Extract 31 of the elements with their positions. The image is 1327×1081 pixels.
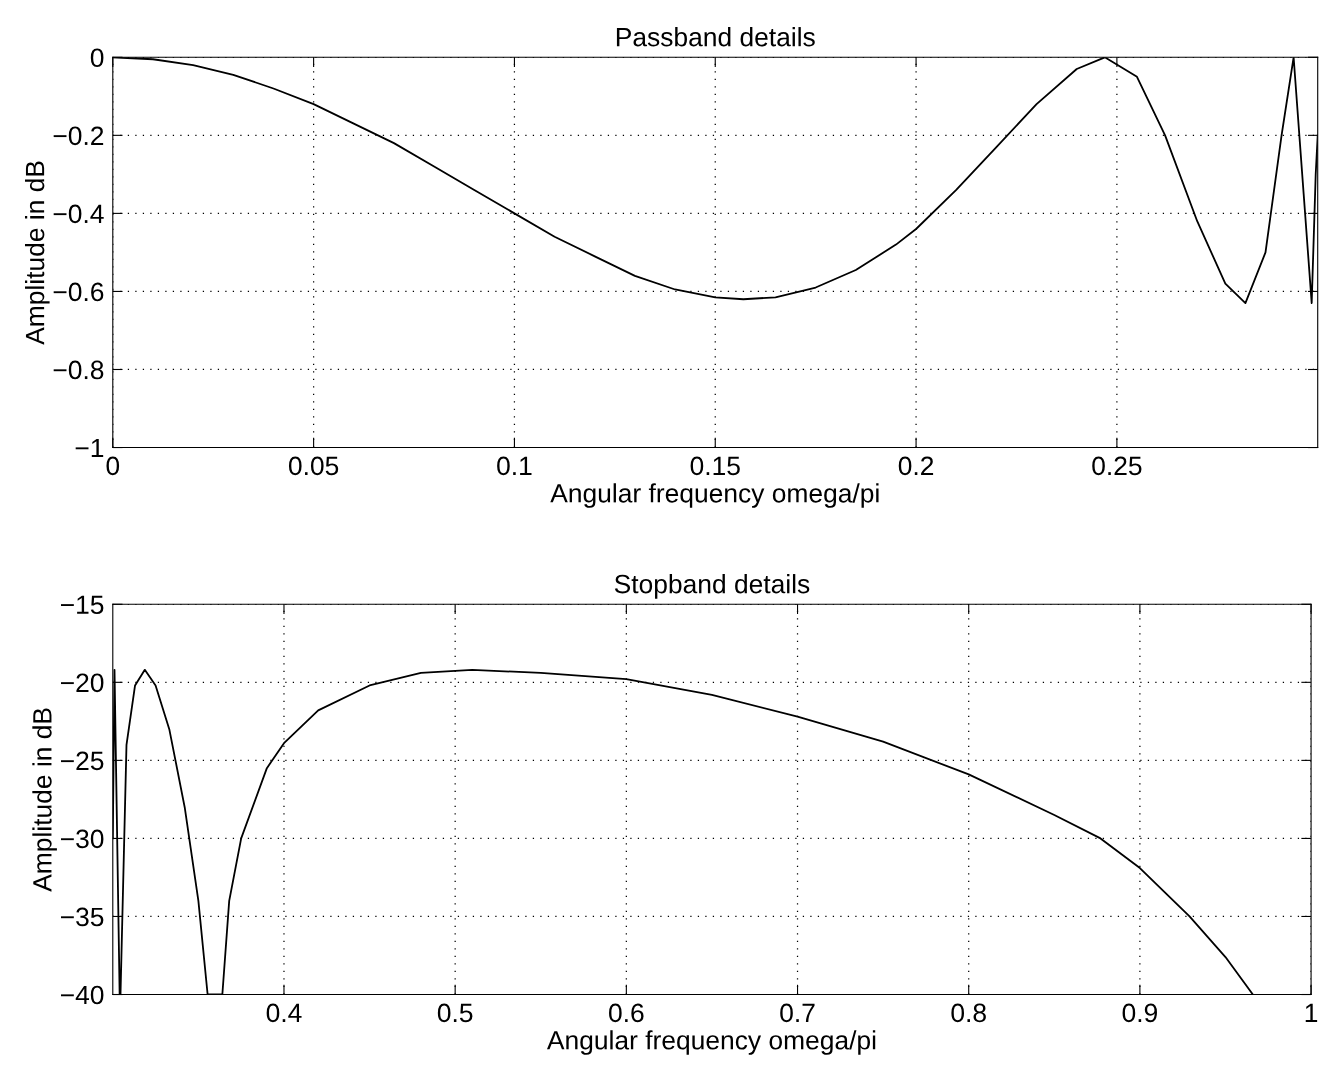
y-tick-label: −15: [61, 595, 104, 615]
chart-title: Stopband details: [614, 574, 810, 599]
y-tick-label: −0.6: [53, 282, 104, 302]
y-tick-label: −25: [61, 751, 104, 771]
x-tick-label: 0.5: [437, 1003, 473, 1023]
y-tick-label: −0.2: [53, 126, 104, 146]
y-axis-title: Amplitude in dB: [24, 161, 50, 345]
x-tick-label: 0.7: [780, 1003, 815, 1023]
x-tick-label: 1: [1305, 1003, 1318, 1022]
chart-title: Passband details: [616, 27, 815, 47]
x-axis-title: Angular frequency omega/pi: [550, 483, 879, 508]
x-tick-label: 0.4: [266, 1003, 302, 1023]
x-tick-label: 0.9: [1122, 1003, 1157, 1023]
y-tick-label: −20: [61, 673, 104, 693]
x-tick-label: 0.05: [288, 456, 339, 476]
y-tick-label: −35: [61, 907, 104, 927]
x-tick-label: 0.15: [690, 456, 740, 476]
y-tick-label: −0.8: [53, 360, 104, 380]
y-axis-title: Amplitude in dB: [32, 708, 57, 892]
y-tick-label: −40: [61, 985, 104, 1005]
x-tick-label: 0.1: [497, 456, 532, 476]
y-tick-label: 0: [90, 48, 104, 68]
x-tick-label: 0.8: [951, 1003, 986, 1023]
x-tick-label: 0.25: [1092, 456, 1142, 476]
y-tick-label: −30: [61, 829, 104, 849]
x-axis-title: Angular frequency omega/pi: [546, 1030, 876, 1055]
x-tick-label: 0.6: [609, 1003, 644, 1023]
x-tick-label: 0: [106, 456, 120, 476]
x-tick-label: 0.2: [898, 456, 934, 476]
y-tick-label: −0.4: [53, 204, 104, 224]
y-tick-label: −1: [75, 438, 104, 458]
